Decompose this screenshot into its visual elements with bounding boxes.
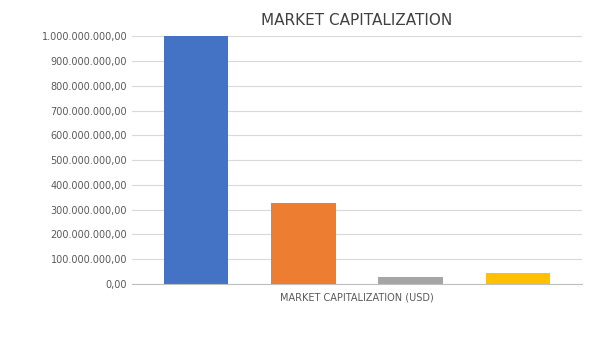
Bar	[271, 203, 335, 284]
Bar	[379, 277, 443, 284]
Bar	[164, 36, 229, 284]
Bar	[485, 273, 550, 284]
X-axis label: MARKET CAPITALIZATION (USD): MARKET CAPITALIZATION (USD)	[280, 293, 434, 303]
Title: MARKET CAPITALIZATION: MARKET CAPITALIZATION	[262, 13, 452, 28]
